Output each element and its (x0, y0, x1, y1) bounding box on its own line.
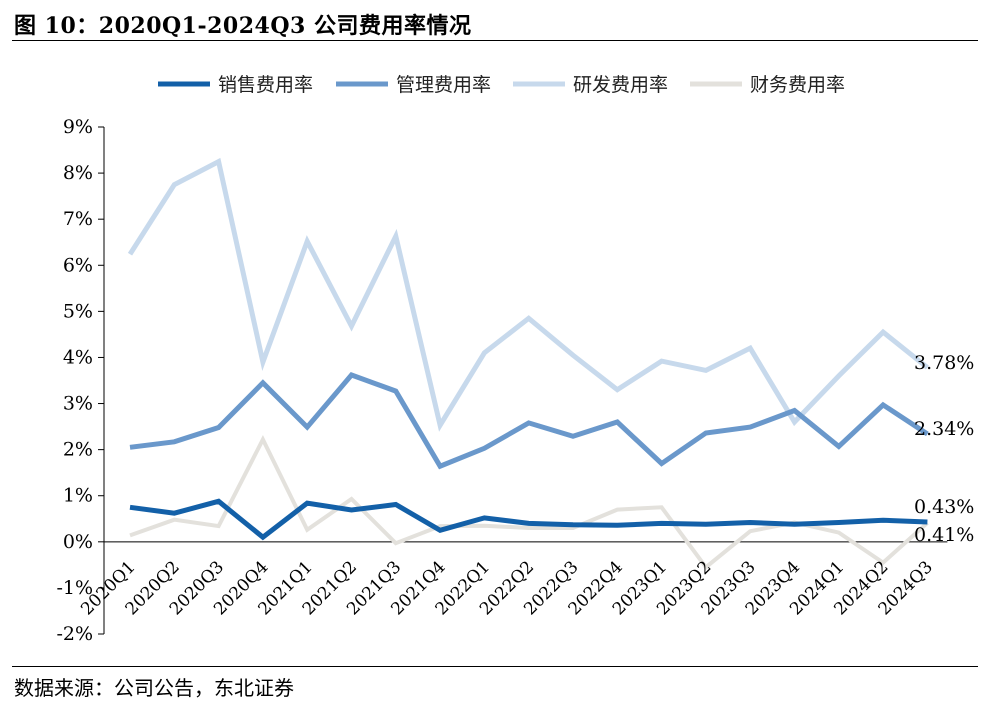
series-line-2 (129, 372, 929, 470)
y-tick-label: 1% (63, 485, 93, 507)
y-tick-label: 3% (63, 393, 93, 415)
data-label-1: 3.78% (914, 352, 974, 374)
data-label-2: 2.34% (914, 418, 974, 440)
series-line-3 (127, 157, 929, 432)
y-tick-label: 5% (63, 300, 93, 322)
series-line-1 (129, 498, 928, 541)
source-note: 数据来源：公司公告，东北证券 (14, 676, 294, 700)
legend-label-2: 管理费用率 (396, 74, 491, 96)
y-tick-label: -2% (56, 623, 93, 645)
data-label-4: 0.41% (914, 524, 974, 546)
top-rule (12, 40, 978, 41)
legend-label-3: 研发费用率 (573, 74, 668, 96)
y-tick-label: 0% (63, 531, 93, 553)
legend-label-1: 销售费用率 (218, 74, 313, 96)
series-line-4 (129, 435, 929, 571)
data-label-3: 0.43% (914, 496, 974, 518)
legend-label-4: 财务费用率 (750, 74, 845, 96)
bottom-rule (12, 666, 978, 667)
y-tick-label: 4% (63, 346, 93, 368)
y-tick-label: 2% (63, 439, 93, 461)
figure-title: 图 10：2020Q1-2024Q3 公司费用率情况 (14, 13, 472, 39)
y-tick-label: 8% (63, 162, 93, 184)
y-tick-label: -1% (56, 577, 93, 599)
y-tick-label: 7% (63, 208, 93, 230)
y-tick-label: 6% (63, 254, 93, 276)
y-tick-label: 9% (63, 116, 93, 138)
